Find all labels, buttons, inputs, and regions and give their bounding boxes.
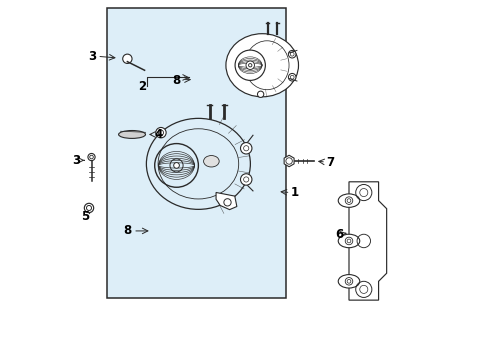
Circle shape — [88, 153, 95, 161]
Circle shape — [246, 61, 254, 69]
Circle shape — [248, 64, 252, 67]
Circle shape — [289, 73, 296, 81]
Circle shape — [173, 163, 179, 168]
Text: 1: 1 — [291, 186, 298, 199]
Text: 8: 8 — [173, 74, 181, 87]
Circle shape — [156, 127, 166, 138]
Circle shape — [84, 203, 94, 213]
Circle shape — [241, 143, 252, 154]
Circle shape — [122, 54, 132, 63]
Ellipse shape — [203, 156, 219, 167]
Circle shape — [257, 91, 264, 98]
Ellipse shape — [338, 194, 360, 207]
Ellipse shape — [119, 131, 146, 138]
Text: 3: 3 — [73, 154, 80, 167]
Ellipse shape — [338, 234, 360, 248]
Text: 7: 7 — [326, 156, 334, 168]
Polygon shape — [349, 182, 387, 300]
Circle shape — [241, 174, 252, 185]
Bar — [107, 8, 286, 298]
Text: 5: 5 — [81, 210, 90, 223]
Text: 3: 3 — [88, 50, 96, 63]
Text: 4: 4 — [154, 128, 162, 141]
Ellipse shape — [338, 275, 360, 288]
Circle shape — [289, 50, 296, 58]
Text: 6: 6 — [335, 228, 343, 241]
Circle shape — [235, 50, 266, 80]
Text: 2: 2 — [138, 80, 146, 93]
Ellipse shape — [226, 34, 298, 97]
Polygon shape — [216, 193, 237, 210]
Text: 8: 8 — [123, 224, 131, 238]
